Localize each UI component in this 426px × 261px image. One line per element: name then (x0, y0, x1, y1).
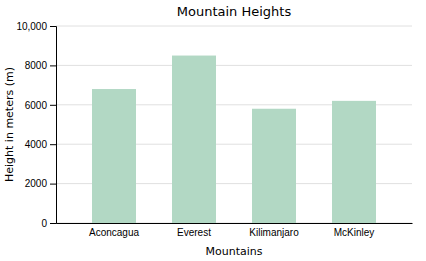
y-tick-label: 10,000 (16, 21, 47, 32)
bar (92, 89, 136, 223)
x-tick: Kilimanjaro (249, 227, 299, 238)
plot: Aconcagua Everest Kilimanjaro McKinley 0 2000… (16, 21, 412, 238)
y-tick-label: 0 (41, 218, 47, 229)
bar (332, 101, 376, 223)
bar (252, 109, 296, 223)
title: Mountain Heights (177, 4, 292, 19)
chart: Aconcagua Everest Kilimanjaro McKinley 0 2000… (0, 0, 426, 261)
y-tick: 10,000 (16, 21, 56, 32)
y-tick-mark (50, 105, 56, 106)
y-tick-label: 4000 (25, 139, 48, 150)
x-tick-label: Aconcagua (89, 227, 139, 238)
y-tick-label: 6000 (25, 100, 48, 111)
bars (92, 56, 376, 223)
x-tick: Everest (177, 227, 211, 238)
grid-line (56, 26, 412, 27)
x-tick-label: Everest (177, 227, 211, 238)
grid (56, 26, 412, 223)
bar (172, 56, 216, 223)
y-tick: 2000 (25, 178, 56, 189)
y-axis: 0 2000 4000 6000 8000 10,000 (16, 21, 56, 229)
x-tick: Aconcagua (89, 227, 139, 238)
y-tick-label: 8000 (25, 60, 48, 71)
x-tick: McKinley (334, 227, 375, 238)
y-tick: 0 (41, 218, 56, 229)
y-tick-mark (50, 26, 56, 27)
y-axis-title: Height in meters (m) (3, 67, 16, 182)
y-tick-mark (50, 144, 56, 145)
y-axis-line (50, 27, 57, 224)
y-tick-mark (50, 65, 56, 66)
x-tick-label: McKinley (334, 227, 375, 238)
y-tick: 8000 (25, 60, 56, 71)
x-axis: Aconcagua Everest Kilimanjaro McKinley (57, 224, 413, 239)
x-axis-title: Mountains (206, 245, 263, 258)
grid-line (56, 65, 412, 66)
y-tick-label: 2000 (25, 178, 48, 189)
x-tick-label: Kilimanjaro (249, 227, 299, 238)
y-tick: 4000 (25, 139, 56, 150)
x-axis-line (57, 223, 413, 224)
y-tick: 6000 (25, 100, 56, 111)
y-tick-mark (50, 223, 56, 224)
y-tick-mark (50, 184, 56, 185)
